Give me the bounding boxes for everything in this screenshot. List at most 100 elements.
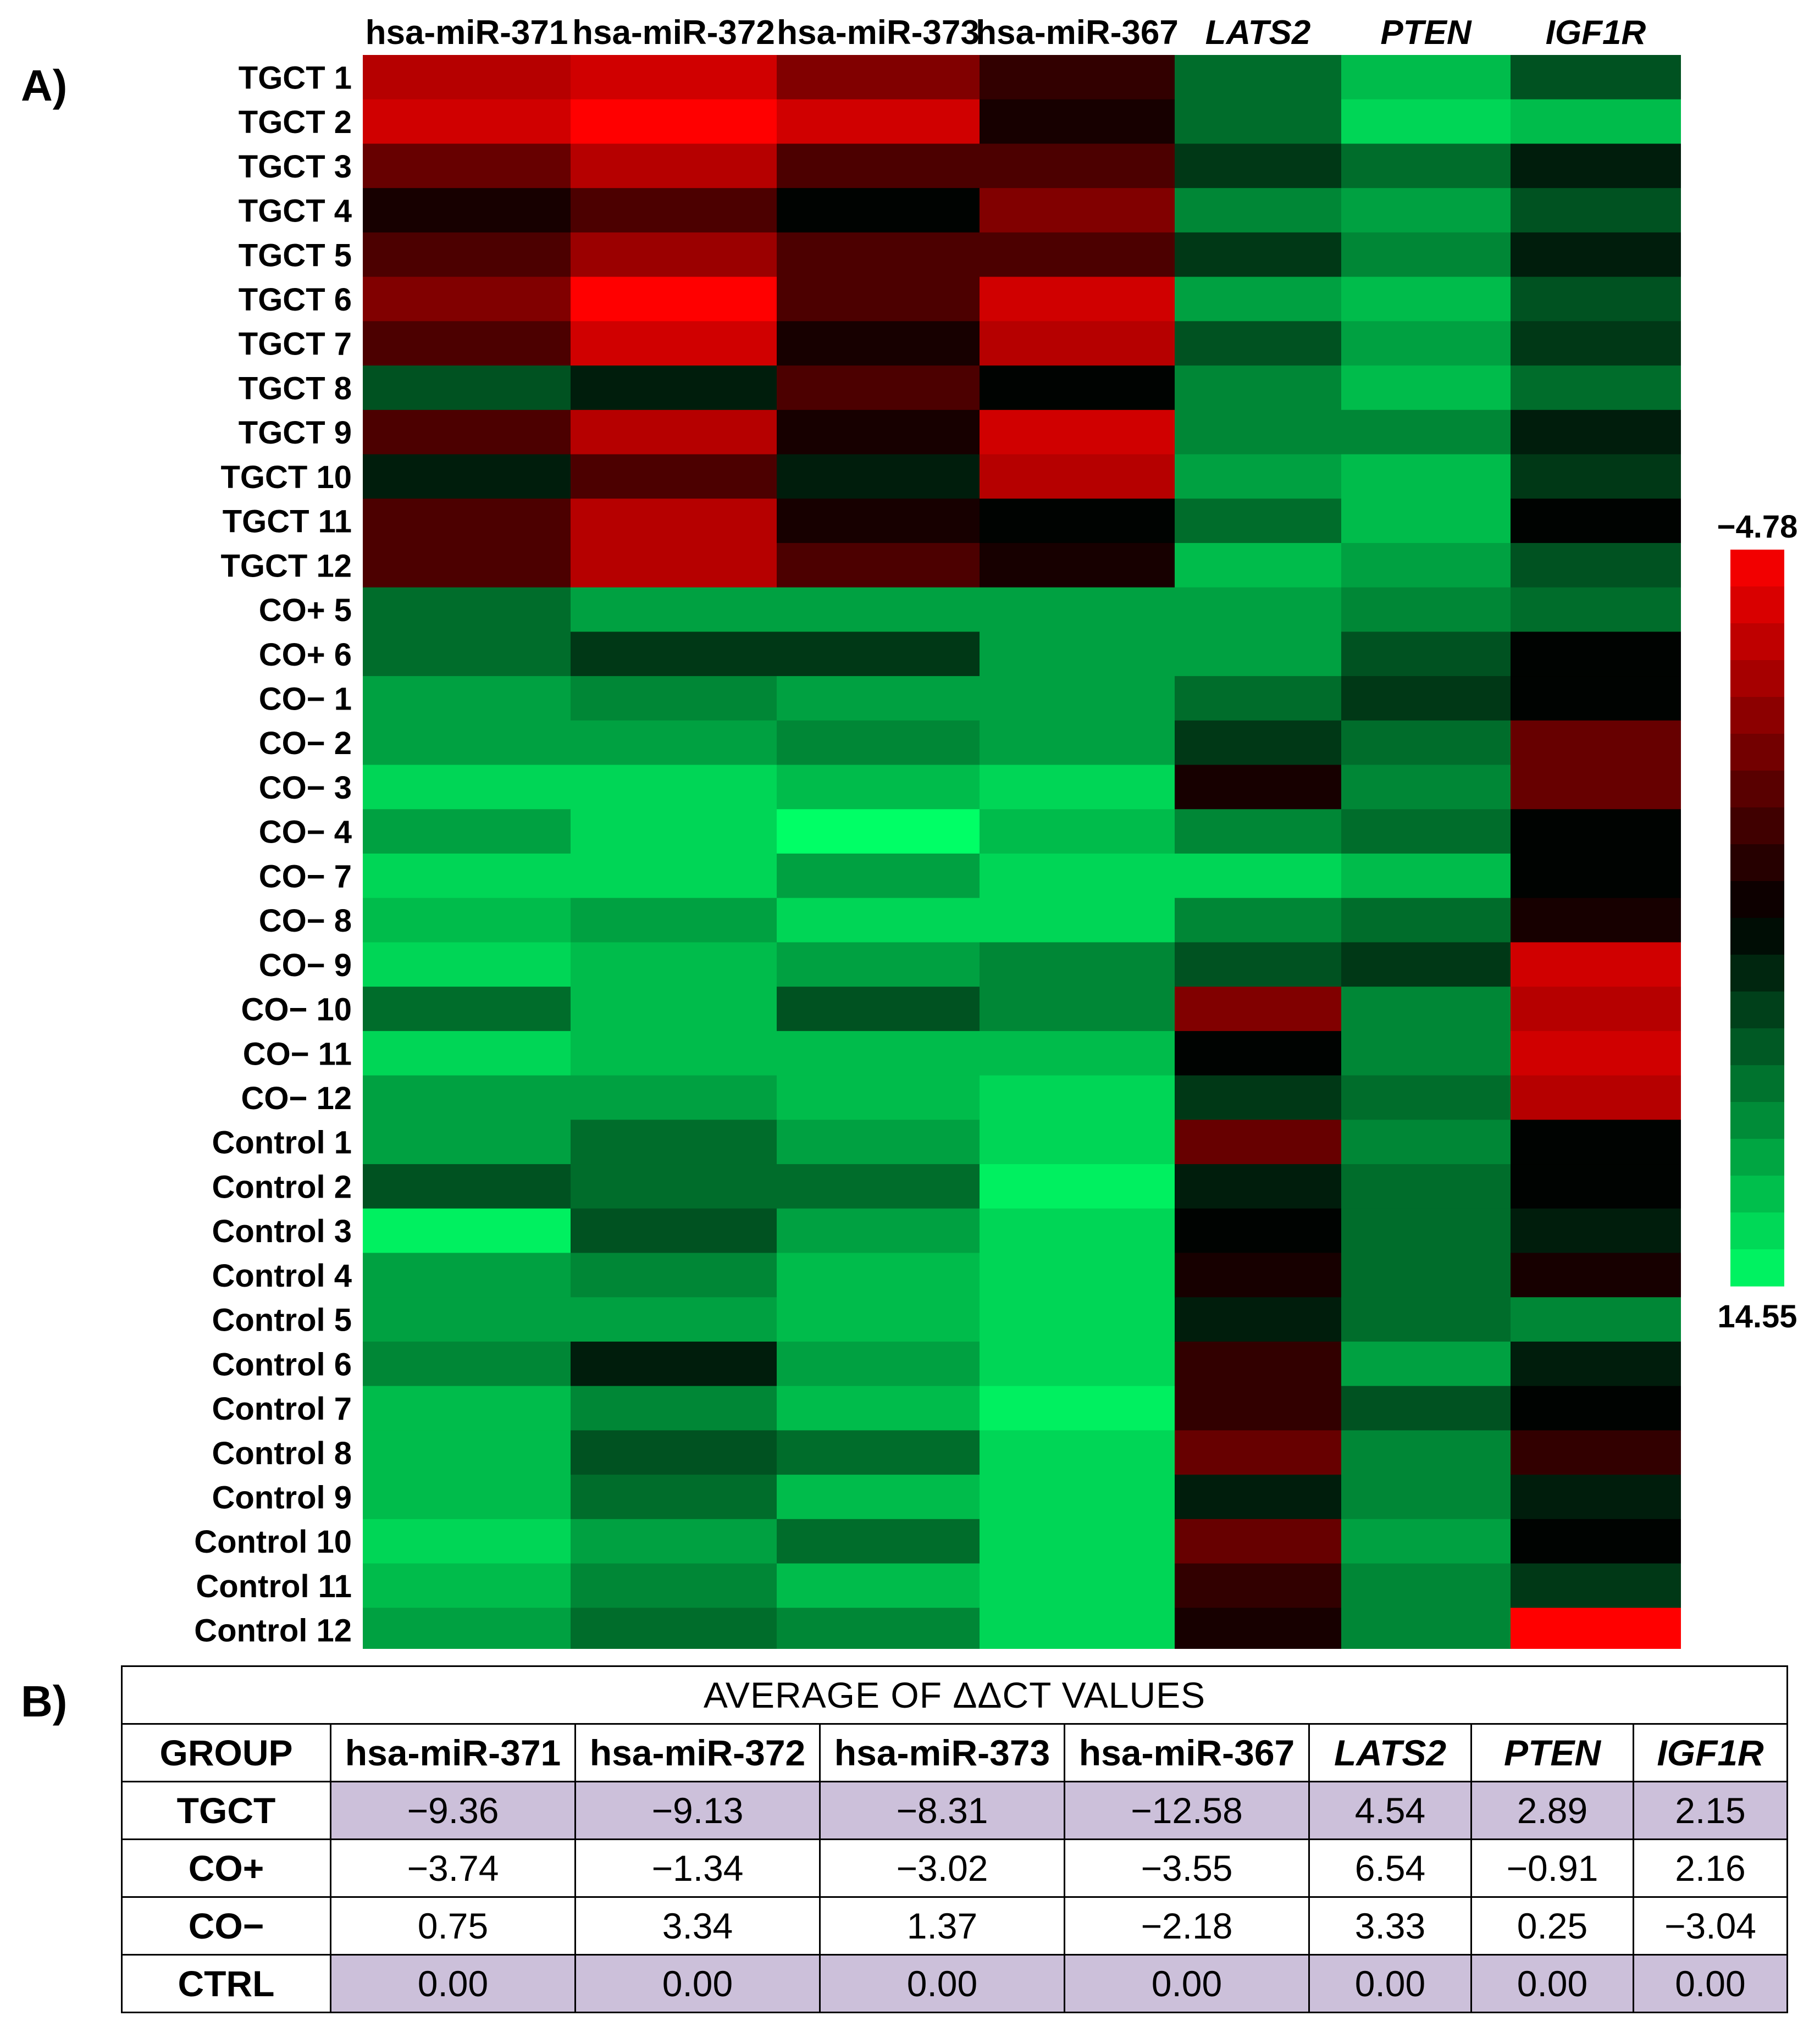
row-label: CO− 11: [243, 1036, 352, 1072]
heatmap-cell: [363, 1164, 571, 1209]
table-cell: −9.13: [574, 1781, 821, 1840]
heatmap-cell: [571, 365, 777, 411]
heatmap-cell: [980, 898, 1175, 943]
heatmap-cell: [980, 720, 1175, 766]
heatmap-cell: [777, 1164, 980, 1209]
row-label: CO− 7: [259, 859, 352, 894]
scale-swatch: [1730, 881, 1784, 918]
heatmap-cell: [980, 1475, 1175, 1520]
heatmap-cell: [1341, 676, 1511, 721]
heatmap-cell: [1341, 143, 1511, 189]
heatmap-cell: [1341, 1031, 1511, 1076]
heatmap-cell: [1511, 143, 1681, 189]
heatmap-cell: [1175, 99, 1341, 145]
heatmap-cell: [777, 321, 980, 366]
heatmap-cell: [1175, 1120, 1341, 1165]
heatmap-cell: [571, 1031, 777, 1076]
heatmap-cell: [777, 1475, 980, 1520]
heatmap-cell: [980, 1563, 1175, 1608]
row-label: TGCT 6: [239, 282, 352, 318]
scale-swatch: [1730, 1176, 1784, 1213]
scale-swatch: [1730, 697, 1784, 734]
heatmap-cell: [1175, 321, 1341, 366]
heatmap-cell: [571, 1297, 777, 1342]
scale-swatch: [1730, 844, 1784, 882]
heatmap-cell: [1511, 365, 1681, 411]
heatmap-cell: [1511, 55, 1681, 100]
heatmap-cell: [1175, 676, 1341, 721]
heatmap-cell: [777, 276, 980, 322]
heatmap-cell: [980, 232, 1175, 278]
heatmap-cell: [777, 1519, 980, 1564]
heatmap-cell: [571, 1341, 777, 1387]
heatmap-cell: [571, 99, 777, 145]
heatmap-cell: [1175, 1563, 1341, 1608]
heatmap-cell: [777, 99, 980, 145]
table-header: hsa-miR-371: [330, 1723, 576, 1782]
heatmap-cell: [1511, 188, 1681, 233]
heatmap-cell: [1175, 454, 1341, 499]
heatmap-cell: [777, 542, 980, 588]
heatmap-cell: [1341, 1608, 1511, 1649]
heatmap-cell: [1175, 720, 1341, 766]
row-label: CO− 10: [241, 992, 352, 1028]
heatmap-cell: [1511, 1297, 1681, 1342]
heatmap-cell: [363, 898, 571, 943]
heatmap-cell: [571, 542, 777, 588]
table-cell: −3.04: [1632, 1896, 1789, 1956]
heatmap-cell: [980, 676, 1175, 721]
heatmap-cell: [777, 632, 980, 677]
table-header: GROUP: [121, 1723, 331, 1782]
heatmap-cell: [363, 365, 571, 411]
heatmap-cell: [1175, 1164, 1341, 1209]
heatmap-cell: [363, 1031, 571, 1076]
heatmap-cell: [1511, 587, 1681, 632]
heatmap-cell: [571, 898, 777, 943]
heatmap-cell: [777, 1608, 980, 1649]
column-labels: hsa-miR-371 hsa-miR-372 hsa-miR-373hsa-miR…: [366, 14, 1646, 52]
scale-swatch: [1730, 734, 1784, 771]
heatmap-cell: [571, 232, 777, 278]
heatmap-cell: [1511, 765, 1681, 810]
table-cell: 2.15: [1632, 1781, 1789, 1840]
heatmap-cell: [777, 1341, 980, 1387]
heatmap-cell: [1341, 276, 1511, 322]
heatmap-cell: [980, 188, 1175, 233]
table-cell: −1.34: [574, 1838, 821, 1898]
table-header-row: GROUP hsa-miR-371 hsa-miR-372 hsa-miR-37…: [121, 1723, 1789, 1782]
heatmap-cell: [777, 365, 980, 411]
table-cell: 6.54: [1308, 1838, 1472, 1898]
heatmap-cell: [1341, 1120, 1511, 1165]
heatmap-cell: [1341, 188, 1511, 233]
scale-swatch: [1730, 586, 1784, 624]
heatmap-cell: [363, 1430, 571, 1475]
heatmap-cell: [1511, 942, 1681, 987]
heatmap-cell: [571, 55, 777, 100]
heatmap-cell: [363, 409, 571, 455]
heatmap-cell: [363, 765, 571, 810]
scale-swatch: [1730, 1212, 1784, 1250]
heatmap-cell: [1341, 1563, 1511, 1608]
heatmap-cell: [777, 143, 980, 189]
heatmap-cell: [777, 1253, 980, 1298]
heatmap-cell: [363, 499, 571, 544]
heatmap-cell: [1511, 499, 1681, 544]
row-label: TGCT 12: [221, 548, 352, 584]
heatmap-cell: [777, 809, 980, 854]
heatmap-cells: [363, 55, 1681, 1649]
table-cell: 0.75: [330, 1896, 576, 1956]
heatmap-cell: [980, 1031, 1175, 1076]
row-label: Control 3: [212, 1214, 352, 1249]
table-title: AVERAGE OF ΔΔCT VALUES: [120, 1665, 1789, 1725]
heatmap-cell: [1175, 942, 1341, 987]
heatmap-cell: [1341, 854, 1511, 899]
table-header: hsa-miR-367: [1064, 1723, 1310, 1782]
row-label: CO+ 5: [259, 592, 352, 628]
heatmap-cell: [571, 188, 777, 233]
heatmap-cell: [571, 632, 777, 677]
heatmap-cell: [1511, 1430, 1681, 1475]
heatmap-cell: [980, 454, 1175, 499]
scale-swatch: [1730, 918, 1784, 955]
heatmap-cell: [777, 499, 980, 544]
heatmap-cell: [1341, 1075, 1511, 1120]
